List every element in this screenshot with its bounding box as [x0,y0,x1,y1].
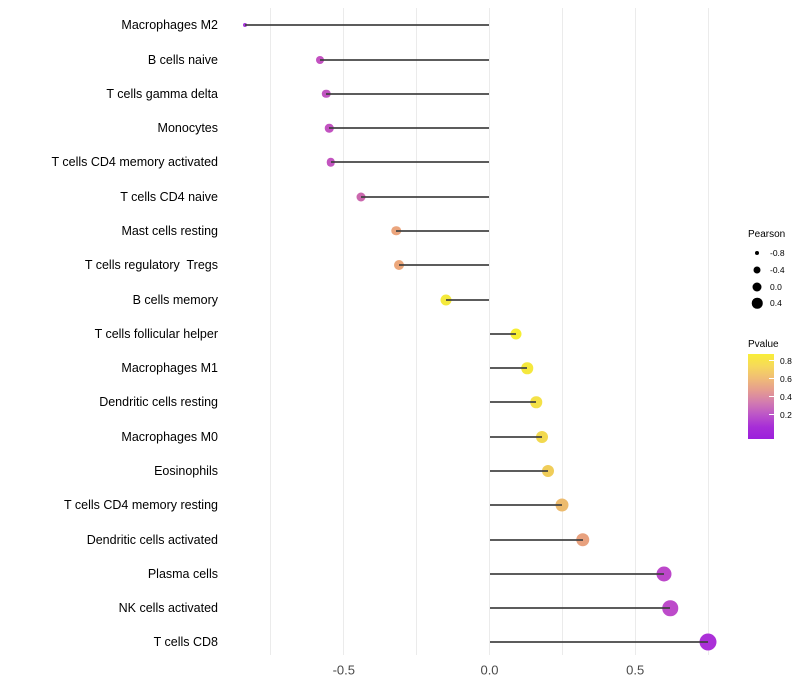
gridline [343,8,345,655]
legend-size-label: -0.4 [770,264,785,275]
row-label: Dendritic cells activated [86,532,218,547]
row-label: Macrophages M2 [121,18,218,33]
stem-segment [361,195,490,198]
stem-segment [489,332,516,335]
x-tick-label: 0.5 [626,662,645,678]
gridline [416,8,418,655]
stem-segment [320,58,490,61]
row-label: Monocytes [157,120,218,135]
stem-segment [489,469,548,472]
colorbar-label: 0.6 [780,373,792,384]
gridline [489,8,490,655]
row-label: T cells CD8 [153,635,218,650]
legend-size-dot [752,282,762,292]
row-label: Eosinophils [154,463,218,478]
row-label: T cells regulatory Tregs [84,258,218,272]
stem-segment [330,161,490,164]
row-label: B cells naive [147,52,218,67]
legend-size-label: 0.4 [770,298,782,309]
stem-segment [489,572,665,575]
data-point [575,532,590,547]
legend-pearson-title: Pearson [748,229,786,240]
stem-segment [489,367,528,370]
data-point [699,633,717,651]
row-label: T cells CD4 memory resting [64,497,218,512]
gridline [270,8,272,655]
data-point [521,362,534,374]
legend-size-dot [751,298,763,309]
row-label: T cells follicular helper [94,326,218,341]
row-label: T cells gamma delta [106,86,218,101]
x-tick-label: 0.0 [480,662,499,678]
row-label: NK cells activated [118,600,218,615]
legend-size-label: 0.0 [770,281,782,292]
stem-segment [489,641,709,644]
colorbar-tick [769,377,774,380]
stem-segment [244,24,490,27]
row-label: Macrophages M1 [121,360,218,375]
colorbar-tick [769,395,774,398]
data-point [662,600,678,616]
stem-segment [329,127,490,130]
row-label: B cells memory [132,292,218,307]
gridline [634,8,636,655]
gridline [707,8,709,655]
stem-segment [489,504,563,507]
stem-segment [445,298,490,301]
row-label: Dendritic cells resting [99,395,218,410]
gridline [561,8,563,655]
row-label: T cells CD4 memory activated [51,155,219,170]
stem-segment [489,435,542,438]
row-label: Mast cells resting [121,223,218,238]
colorbar-label: 0.4 [780,391,792,402]
stem-segment [489,607,671,610]
stem-segment [489,538,583,541]
data-point [656,566,672,582]
data-point [541,464,554,477]
legend-size-dot [755,251,759,255]
x-tick-label: -0.5 [332,662,355,678]
data-point [530,396,542,409]
data-point [555,498,569,512]
row-label: Plasma cells [147,566,218,581]
colorbar-tick [769,413,774,416]
legend-pvalue-title: Pvalue [748,339,779,350]
stem-segment [489,401,537,404]
row-label: Macrophages M0 [121,429,218,444]
data-point [510,328,522,340]
colorbar-label: 0.8 [780,355,792,366]
legend-size-dot [753,266,761,274]
stem-segment [326,92,490,95]
colorbar-label: 0.2 [780,409,792,420]
stem-segment [399,264,490,267]
stem-segment [396,229,490,232]
colorbar-tick [769,359,774,362]
legend-size-label: -0.8 [770,248,785,258]
row-label: T cells CD4 naive [120,189,218,204]
data-point [535,430,548,443]
